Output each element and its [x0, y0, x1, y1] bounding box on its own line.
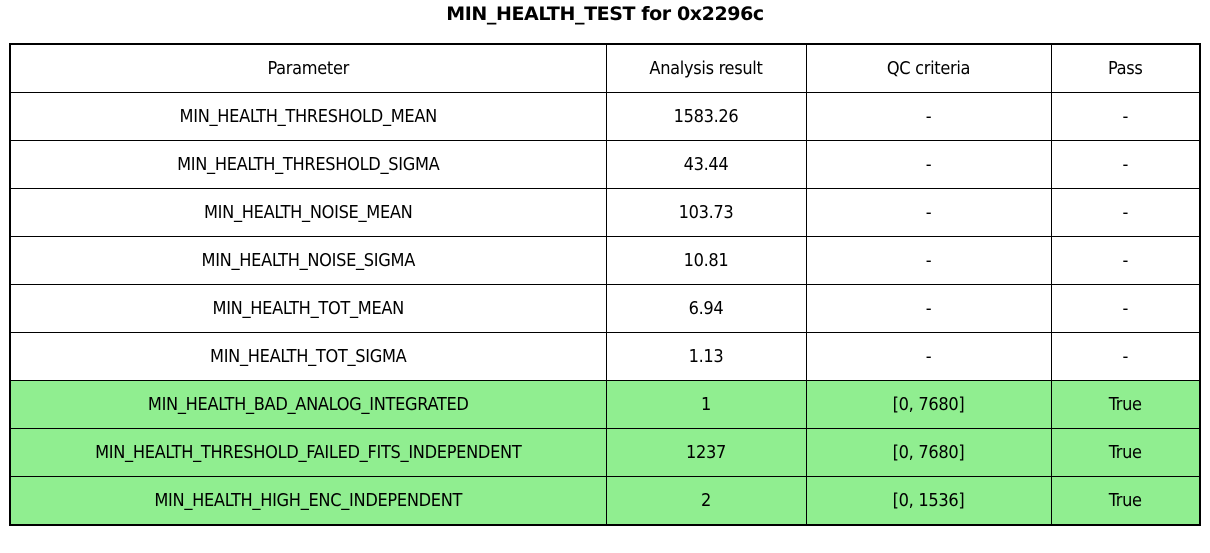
parameter-cell: MIN_HEALTH_NOISE_SIGMA	[9, 236, 607, 285]
analysis-result-cell: 6.94	[605, 284, 807, 333]
analysis-result-cell: 1583.26	[605, 92, 807, 141]
analysis-result-cell: 10.81	[605, 236, 807, 285]
parameter-cell: MIN_HEALTH_TOT_MEAN	[9, 284, 607, 333]
table-row: MIN_HEALTH_TOT_SIGMA 1.13 - -	[9, 332, 1201, 381]
chart-title: MIN_HEALTH_TEST for 0x2296c	[446, 3, 764, 25]
analysis-result-cell: 2	[605, 476, 807, 526]
parameter-cell: MIN_HEALTH_THRESHOLD_FAILED_FITS_INDEPEN…	[9, 428, 607, 477]
column-header-qc-criteria: QC criteria	[805, 43, 1052, 93]
pass-cell: True	[1050, 476, 1201, 526]
table-row: MIN_HEALTH_THRESHOLD_SIGMA 43.44 - -	[9, 140, 1201, 189]
qc-criteria-cell: -	[805, 284, 1052, 333]
pass-cell: -	[1050, 188, 1201, 237]
pass-cell: -	[1050, 140, 1201, 189]
qc-criteria-cell: -	[805, 92, 1052, 141]
table-row: MIN_HEALTH_NOISE_MEAN 103.73 - -	[9, 188, 1201, 237]
parameter-cell: MIN_HEALTH_HIGH_ENC_INDEPENDENT	[9, 476, 607, 526]
pass-cell: True	[1050, 428, 1201, 477]
column-header-pass: Pass	[1050, 43, 1201, 93]
parameter-cell: MIN_HEALTH_BAD_ANALOG_INTEGRATED	[9, 380, 607, 429]
qc-criteria-cell: -	[805, 140, 1052, 189]
table-row: MIN_HEALTH_NOISE_SIGMA 10.81 - -	[9, 236, 1201, 285]
analysis-result-cell: 103.73	[605, 188, 807, 237]
qc-criteria-cell: [0, 1536]	[805, 476, 1052, 526]
table-row: MIN_HEALTH_THRESHOLD_MEAN 1583.26 - -	[9, 92, 1201, 141]
analysis-result-cell: 1	[605, 380, 807, 429]
column-header-analysis-result: Analysis result	[605, 43, 807, 93]
table-row: MIN_HEALTH_THRESHOLD_FAILED_FITS_INDEPEN…	[9, 428, 1201, 477]
parameter-cell: MIN_HEALTH_THRESHOLD_SIGMA	[9, 140, 607, 189]
pass-cell: True	[1050, 380, 1201, 429]
qc-criteria-cell: [0, 7680]	[805, 428, 1052, 477]
pass-cell: -	[1050, 284, 1201, 333]
analysis-result-cell: 1237	[605, 428, 807, 477]
header-row: Parameter Analysis result QC criteria Pa…	[9, 43, 1201, 93]
qc-results-table: Parameter Analysis result QC criteria Pa…	[9, 43, 1201, 526]
qc-criteria-cell: [0, 7680]	[805, 380, 1052, 429]
table-row: MIN_HEALTH_TOT_MEAN 6.94 - -	[9, 284, 1201, 333]
parameter-cell: MIN_HEALTH_TOT_SIGMA	[9, 332, 607, 381]
pass-cell: -	[1050, 332, 1201, 381]
table-row: MIN_HEALTH_BAD_ANALOG_INTEGRATED 1 [0, 7…	[9, 380, 1201, 429]
table-row: MIN_HEALTH_HIGH_ENC_INDEPENDENT 2 [0, 15…	[9, 476, 1201, 526]
analysis-result-cell: 1.13	[605, 332, 807, 381]
qc-criteria-cell: -	[805, 188, 1052, 237]
pass-cell: -	[1050, 236, 1201, 285]
analysis-result-cell: 43.44	[605, 140, 807, 189]
qc-criteria-cell: -	[805, 236, 1052, 285]
qc-criteria-cell: -	[805, 332, 1052, 381]
parameter-cell: MIN_HEALTH_THRESHOLD_MEAN	[9, 92, 607, 141]
column-header-parameter: Parameter	[9, 43, 607, 93]
parameter-cell: MIN_HEALTH_NOISE_MEAN	[9, 188, 607, 237]
pass-cell: -	[1050, 92, 1201, 141]
